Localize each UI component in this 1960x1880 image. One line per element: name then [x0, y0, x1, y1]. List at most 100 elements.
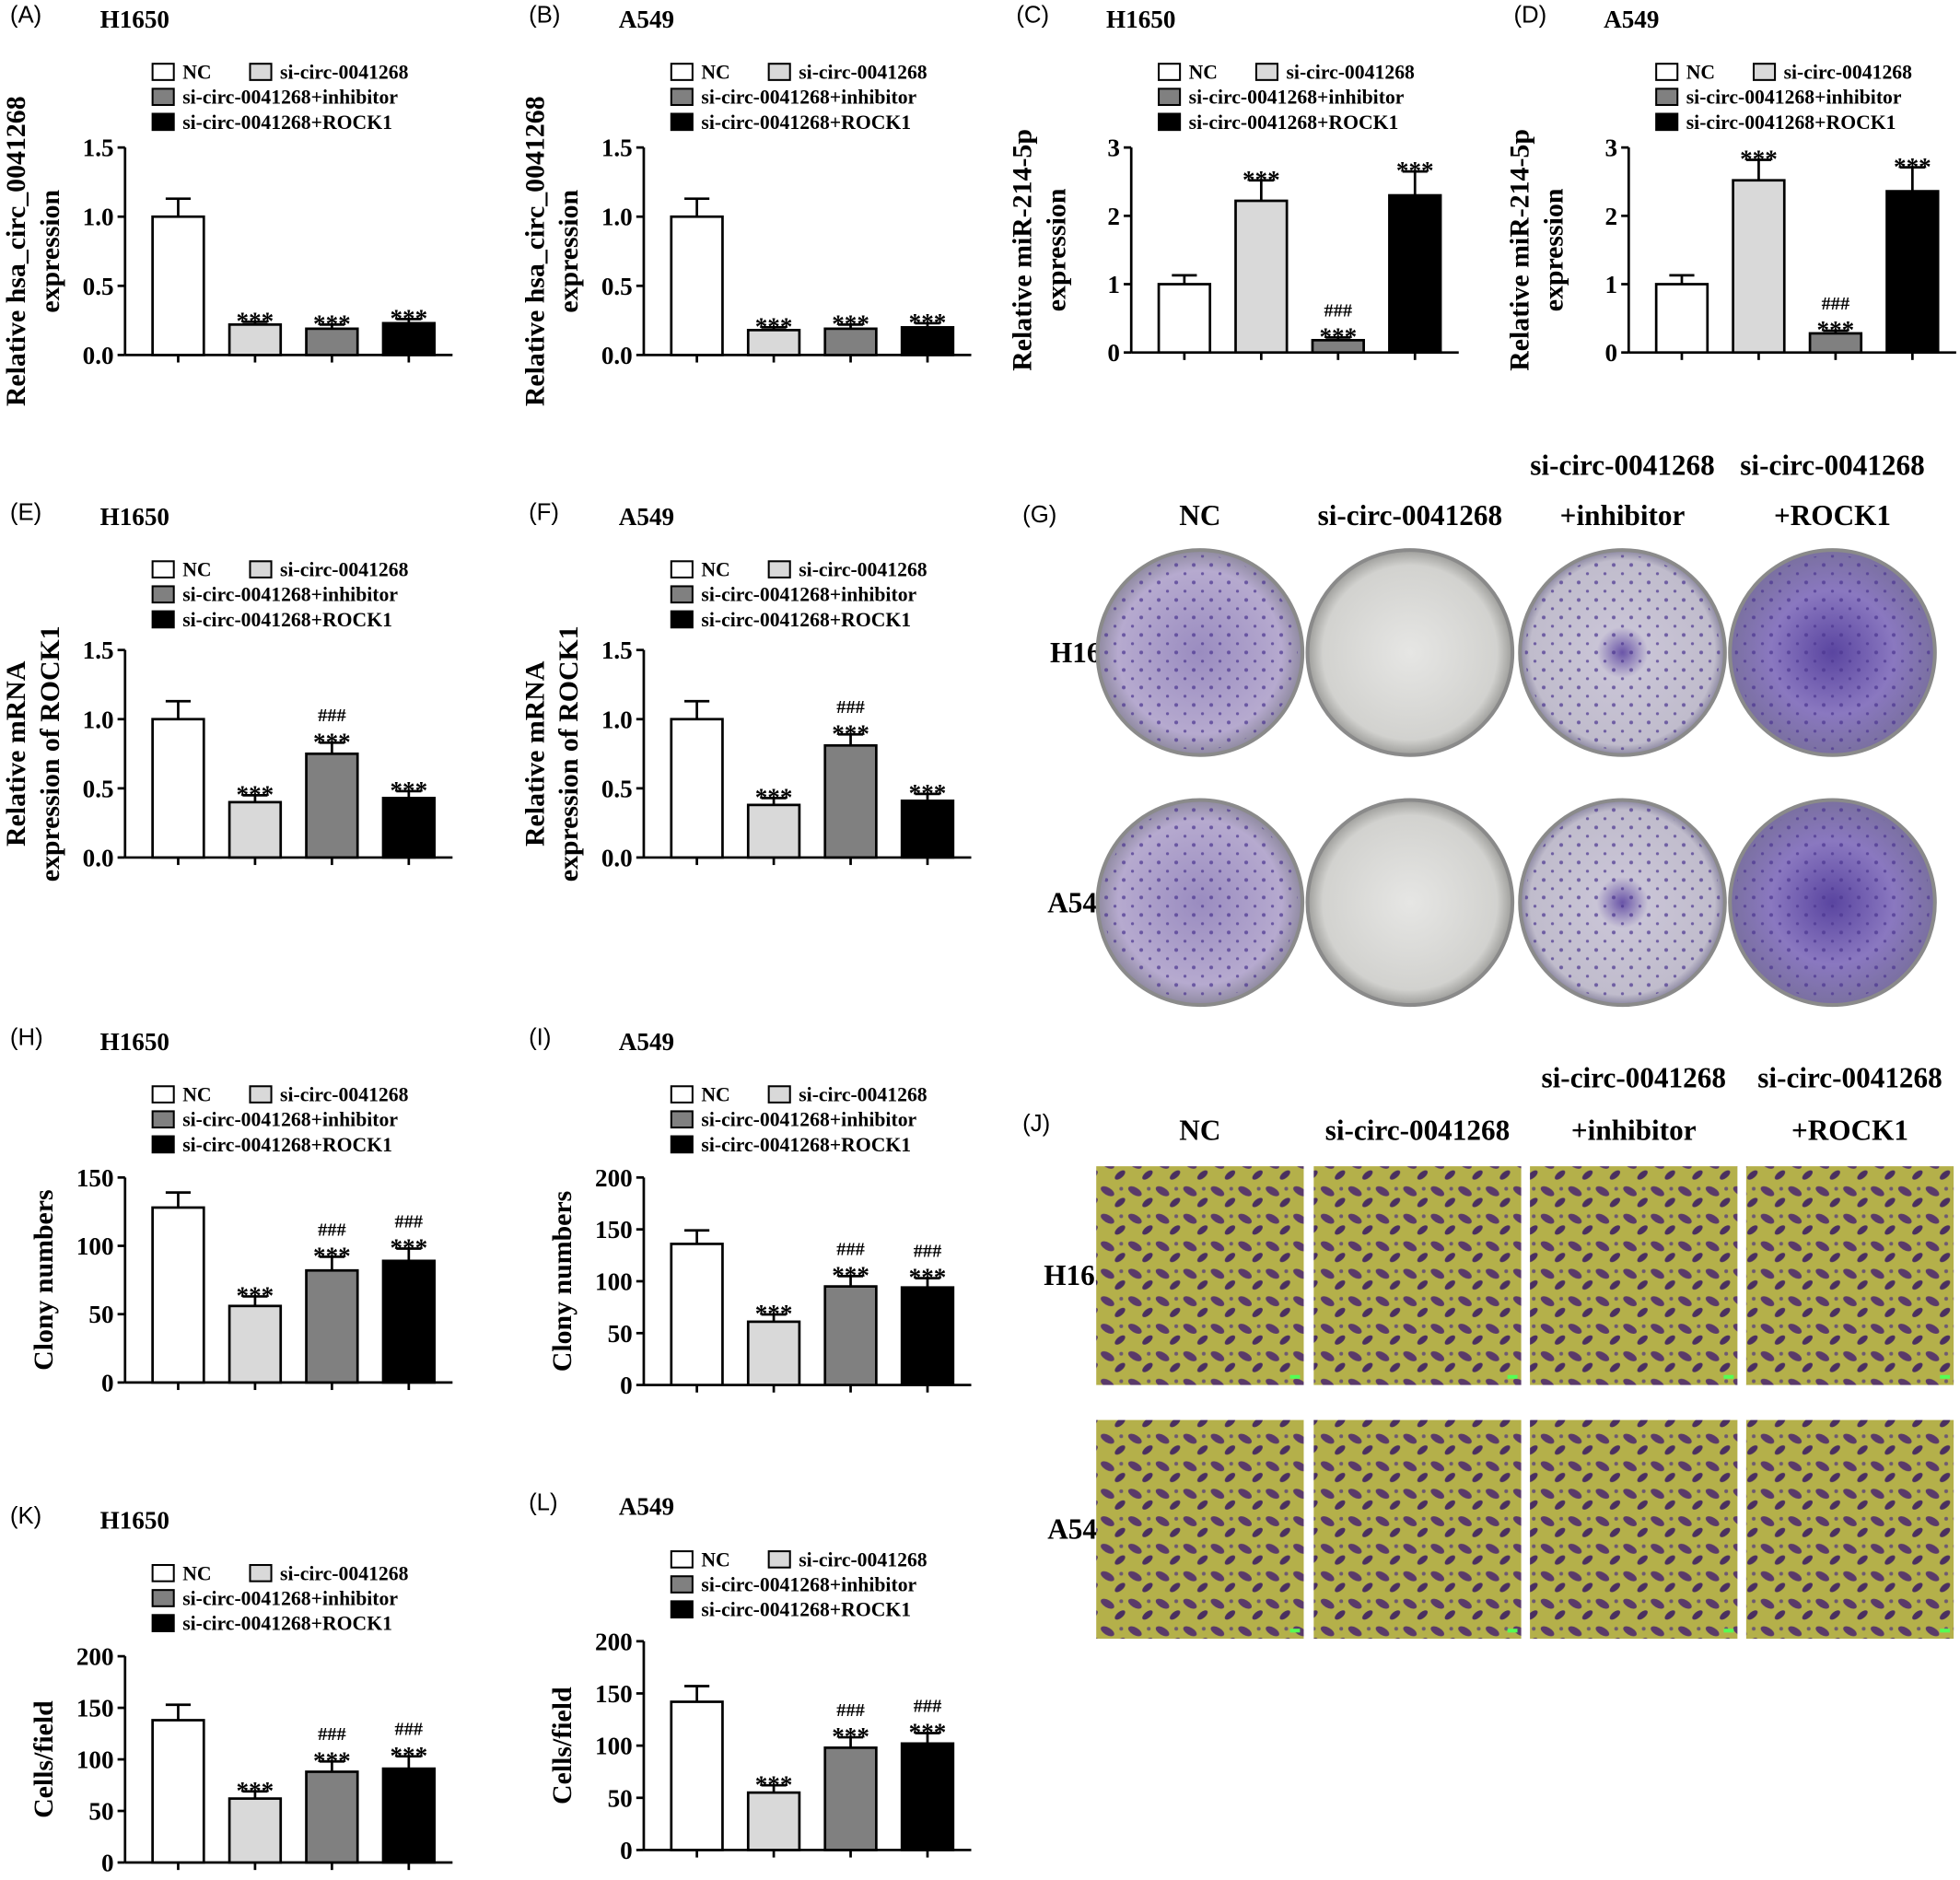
scale-bar	[1507, 1629, 1518, 1633]
legend-label: si-circ-0041268+ROCK1	[182, 111, 392, 134]
significance-label: ***	[1740, 146, 1778, 173]
significance-label: ***	[909, 1264, 947, 1291]
legend-label: si-circ-0041268+ROCK1	[701, 111, 911, 134]
column-header: +ROCK1	[1774, 499, 1891, 531]
y-axis-label: Relative hsa_circ_0041268	[1, 96, 31, 406]
legend-label: si-circ-0041268+ROCK1	[1189, 111, 1399, 134]
legend-swatch	[151, 88, 175, 107]
legend-label: si-circ-0041268+inhibitor	[182, 1109, 398, 1131]
legend-swatch	[151, 1110, 175, 1129]
y-tick-label: 1.5	[83, 134, 114, 162]
significance-label: ***	[237, 308, 274, 335]
y-axis-label: expression	[1041, 188, 1071, 311]
scale-bar	[1940, 1629, 1951, 1633]
column-header: +ROCK1	[1791, 1115, 1908, 1147]
chart-title: A549	[619, 1028, 674, 1056]
legend-swatch	[670, 560, 694, 578]
y-tick-label: 0.0	[601, 844, 633, 871]
chart-title: H1650	[100, 1028, 169, 1056]
y-tick-label: 100	[76, 1232, 114, 1260]
legend-label: si-circ-0041268+ROCK1	[182, 1613, 392, 1635]
legend-swatch	[1655, 112, 1679, 132]
bar	[1234, 199, 1289, 355]
legend-swatch	[767, 560, 791, 578]
y-tick-label: 100	[595, 1267, 633, 1295]
y-tick-label: 0.5	[83, 775, 114, 802]
legend-label: si-circ-0041268+ROCK1	[701, 1134, 911, 1156]
significance-label: ###	[914, 1696, 942, 1716]
legend-label: si-circ-0041268	[280, 559, 409, 581]
legend-label: si-circ-0041268+inhibitor	[701, 1574, 916, 1596]
legend-label: NC	[1686, 61, 1715, 83]
y-tick-label: 3	[1605, 134, 1618, 162]
legend-swatch	[1655, 88, 1679, 107]
panel-label: (B)	[529, 2, 560, 28]
legend-swatch	[767, 1550, 791, 1569]
bar	[151, 1719, 205, 1864]
significance-label: ###	[1324, 300, 1353, 321]
bar	[823, 1746, 878, 1851]
y-tick-label: 50	[88, 1798, 113, 1826]
legend-swatch	[767, 63, 791, 81]
y-axis-label: Relative miR-214-5p	[1008, 129, 1038, 371]
chart-title: A549	[619, 1493, 674, 1521]
bar	[381, 1767, 437, 1864]
colony-texture	[1102, 555, 1298, 751]
scale-bar	[1289, 1629, 1301, 1633]
y-tick-label: 150	[595, 1216, 633, 1244]
bar	[305, 752, 359, 859]
significance-label: ***	[1894, 153, 1931, 181]
y-axis-label: Cells/field	[547, 1687, 578, 1804]
y-tick-label: 50	[608, 1320, 633, 1348]
scale-bar	[1507, 1374, 1518, 1379]
significance-label: ###	[1822, 294, 1850, 314]
legend-label: NC	[1189, 61, 1218, 83]
scale-bar	[1940, 1374, 1951, 1379]
scale-bar	[1723, 1374, 1734, 1379]
y-tick-label: 2	[1605, 203, 1618, 230]
culture-dish	[1305, 548, 1515, 757]
significance-label: ###	[836, 1239, 865, 1259]
significance-label: ***	[832, 310, 869, 338]
legend-swatch	[670, 63, 694, 81]
legend-swatch	[151, 1564, 175, 1582]
transwell-image	[1745, 1166, 1954, 1385]
chart-title: A549	[619, 503, 674, 531]
legend-swatch	[1158, 63, 1182, 81]
significance-label: ***	[755, 1300, 793, 1327]
significance-label: ***	[313, 728, 351, 755]
significance-label: ***	[313, 1243, 351, 1270]
significance-label: ***	[313, 1746, 351, 1774]
legend-label: si-circ-0041268+inhibitor	[701, 584, 916, 606]
chart-title: A549	[619, 6, 674, 33]
significance-label: ###	[318, 1220, 346, 1240]
transwell-image	[1530, 1419, 1738, 1640]
culture-dish	[1305, 798, 1515, 1008]
y-tick-label: 0	[620, 1372, 633, 1399]
legend-swatch	[1158, 112, 1182, 132]
legend-label: si-circ-0041268+inhibitor	[182, 584, 398, 606]
legend-swatch	[151, 1614, 175, 1632]
legend-swatch	[151, 1589, 175, 1607]
bar	[1311, 338, 1365, 355]
legend-label: si-circ-0041268	[280, 1084, 409, 1106]
panel-label: (I)	[529, 1024, 551, 1050]
y-tick-label: 0.0	[83, 844, 114, 871]
bar	[746, 329, 801, 356]
y-tick-label: 1	[1107, 271, 1120, 298]
y-tick-label: 1.0	[601, 706, 633, 733]
legend-label: NC	[182, 1562, 211, 1584]
legend-label: si-circ-0041268+ROCK1	[182, 1134, 392, 1156]
column-header: si-circ-0041268	[1757, 1062, 1942, 1094]
y-axis-label: expression	[35, 189, 65, 312]
y-tick-label: 0	[1605, 339, 1618, 367]
chart-title: H1650	[1106, 6, 1175, 33]
legend-label: NC	[701, 1548, 729, 1571]
significance-label: ***	[1396, 157, 1434, 184]
bar	[670, 718, 724, 859]
significance-label: ***	[237, 780, 274, 808]
significance-label: ***	[1319, 323, 1357, 351]
bar	[151, 215, 205, 356]
bar	[228, 1797, 283, 1864]
